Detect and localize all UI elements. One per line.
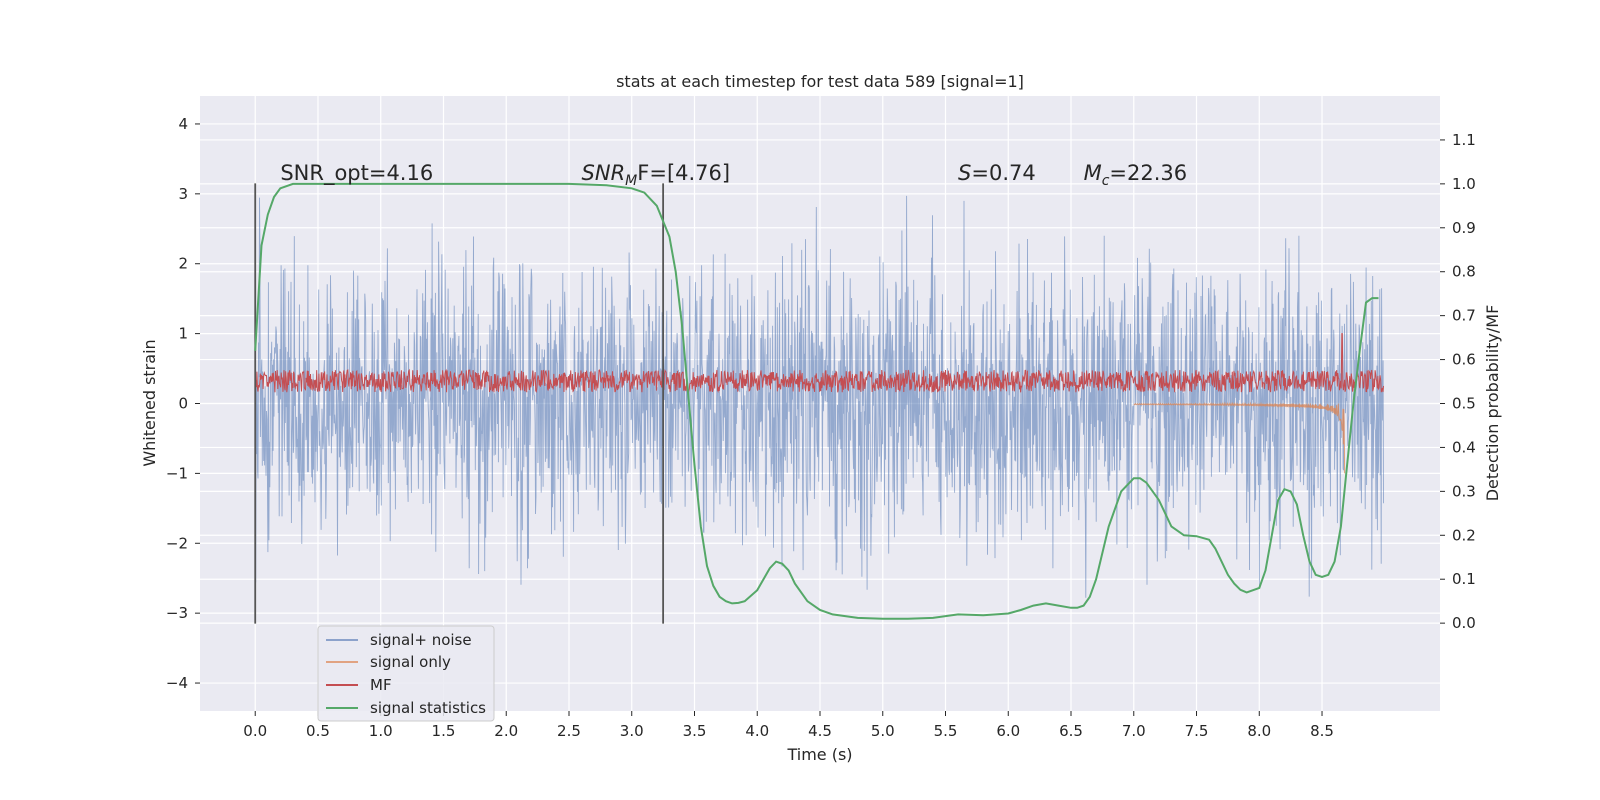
x-tick-label: 3.5 xyxy=(683,722,707,740)
x-tick-label: 6.5 xyxy=(1059,722,1083,740)
legend-label-signal-only: signal only xyxy=(370,653,451,671)
annotation-0: SNR_opt=4.16 xyxy=(280,161,433,186)
chart-title: stats at each timestep for test data 589… xyxy=(616,72,1024,91)
x-tick-label: 8.5 xyxy=(1310,722,1334,740)
x-tick-label: 1.5 xyxy=(432,722,456,740)
y-right-tick-label: 1.1 xyxy=(1452,131,1476,149)
y-right-tick-label: 0.7 xyxy=(1452,307,1476,325)
y-right-tick-label: 0.0 xyxy=(1452,614,1476,632)
legend: signal+ noise signal only MF signal stat… xyxy=(317,625,495,722)
signal-statistics-series xyxy=(254,182,1379,620)
annotations: SNR_opt=4.16 SNRMF=[4.76] S=0.74 Mc=22.36 xyxy=(280,161,1187,189)
x-tick-label: 7.0 xyxy=(1122,722,1146,740)
y-left-tick-label: 4 xyxy=(178,115,188,133)
x-tick-label: 1.0 xyxy=(369,722,393,740)
legend-label-signal-noise: signal+ noise xyxy=(370,631,472,649)
y-left-tick-label: −1 xyxy=(166,464,188,482)
annotation-3: Mc=22.36 xyxy=(1084,161,1188,189)
y-right-tick-label: 0.1 xyxy=(1452,570,1476,588)
y-left-tick-label: 1 xyxy=(178,325,188,343)
y-left-tick-label: 0 xyxy=(178,395,188,413)
y-right-tick-label: 0.3 xyxy=(1452,482,1476,500)
x-tick-label: 0.5 xyxy=(306,722,330,740)
mf-line xyxy=(254,333,1384,394)
vertical-markers xyxy=(254,183,665,624)
mf-series xyxy=(254,333,1384,394)
x-tick-label: 0.0 xyxy=(243,722,267,740)
signal-only-line xyxy=(1133,401,1346,474)
legend-label-signal-statistics: signal statistics xyxy=(370,699,486,717)
y-right-tick-label: 0.6 xyxy=(1452,351,1476,369)
grid xyxy=(200,96,1440,711)
x-tick-label: 2.5 xyxy=(557,722,581,740)
x-tick-label: 6.0 xyxy=(996,722,1020,740)
y-left-tick-label: −2 xyxy=(166,534,188,552)
legend-label-mf: MF xyxy=(370,676,392,694)
y-right-tick-label: 0.4 xyxy=(1452,438,1476,456)
x-tick-label: 4.5 xyxy=(808,722,832,740)
y-right-tick-label: 0.9 xyxy=(1452,219,1476,237)
annotation-2: S=0.74 xyxy=(958,161,1036,185)
x-axis-ticks: 0.0 0.5 1.0 1.5 2.0 2.5 3.0 3.5 4.0 4.5 5.0 5.5 6.0 6… xyxy=(243,711,1334,740)
y-right-axis-label: Detection probability/MF xyxy=(1483,305,1502,502)
legend-box xyxy=(317,625,495,722)
annotation-1: SNRMF=[4.76] xyxy=(582,161,731,189)
y-right-tick-label: 0.2 xyxy=(1452,526,1476,544)
y-left-tick-label: −4 xyxy=(166,674,188,692)
y-right-axis-ticks: 0.0 0.1 0.2 0.3 0.4 0.5 0.6 0.7 0.8 0.9 1.0 1.1 xyxy=(1440,131,1476,632)
x-tick-label: 5.5 xyxy=(934,722,958,740)
y-left-tick-label: 2 xyxy=(178,255,188,273)
y-left-tick-label: 3 xyxy=(178,185,188,203)
y-left-axis-label: Whitened strain xyxy=(140,339,159,466)
y-left-tick-label: −3 xyxy=(166,604,188,622)
x-tick-label: 7.5 xyxy=(1185,722,1209,740)
x-tick-label: 2.0 xyxy=(494,722,518,740)
x-axis-label: Time (s) xyxy=(786,745,852,764)
y-left-axis-ticks: −4 −3 −2 −1 0 1 2 3 4 xyxy=(166,115,200,692)
x-tick-label: 3.0 xyxy=(620,722,644,740)
y-right-tick-label: 0.8 xyxy=(1452,263,1476,281)
y-right-tick-label: 1.0 xyxy=(1452,175,1476,193)
y-right-tick-label: 0.5 xyxy=(1452,395,1476,413)
signal-statistics-line xyxy=(254,182,1379,620)
x-tick-label: 4.0 xyxy=(745,722,769,740)
x-tick-label: 8.0 xyxy=(1247,722,1271,740)
x-tick-label: 5.0 xyxy=(871,722,895,740)
signal-only-series xyxy=(1133,401,1346,474)
